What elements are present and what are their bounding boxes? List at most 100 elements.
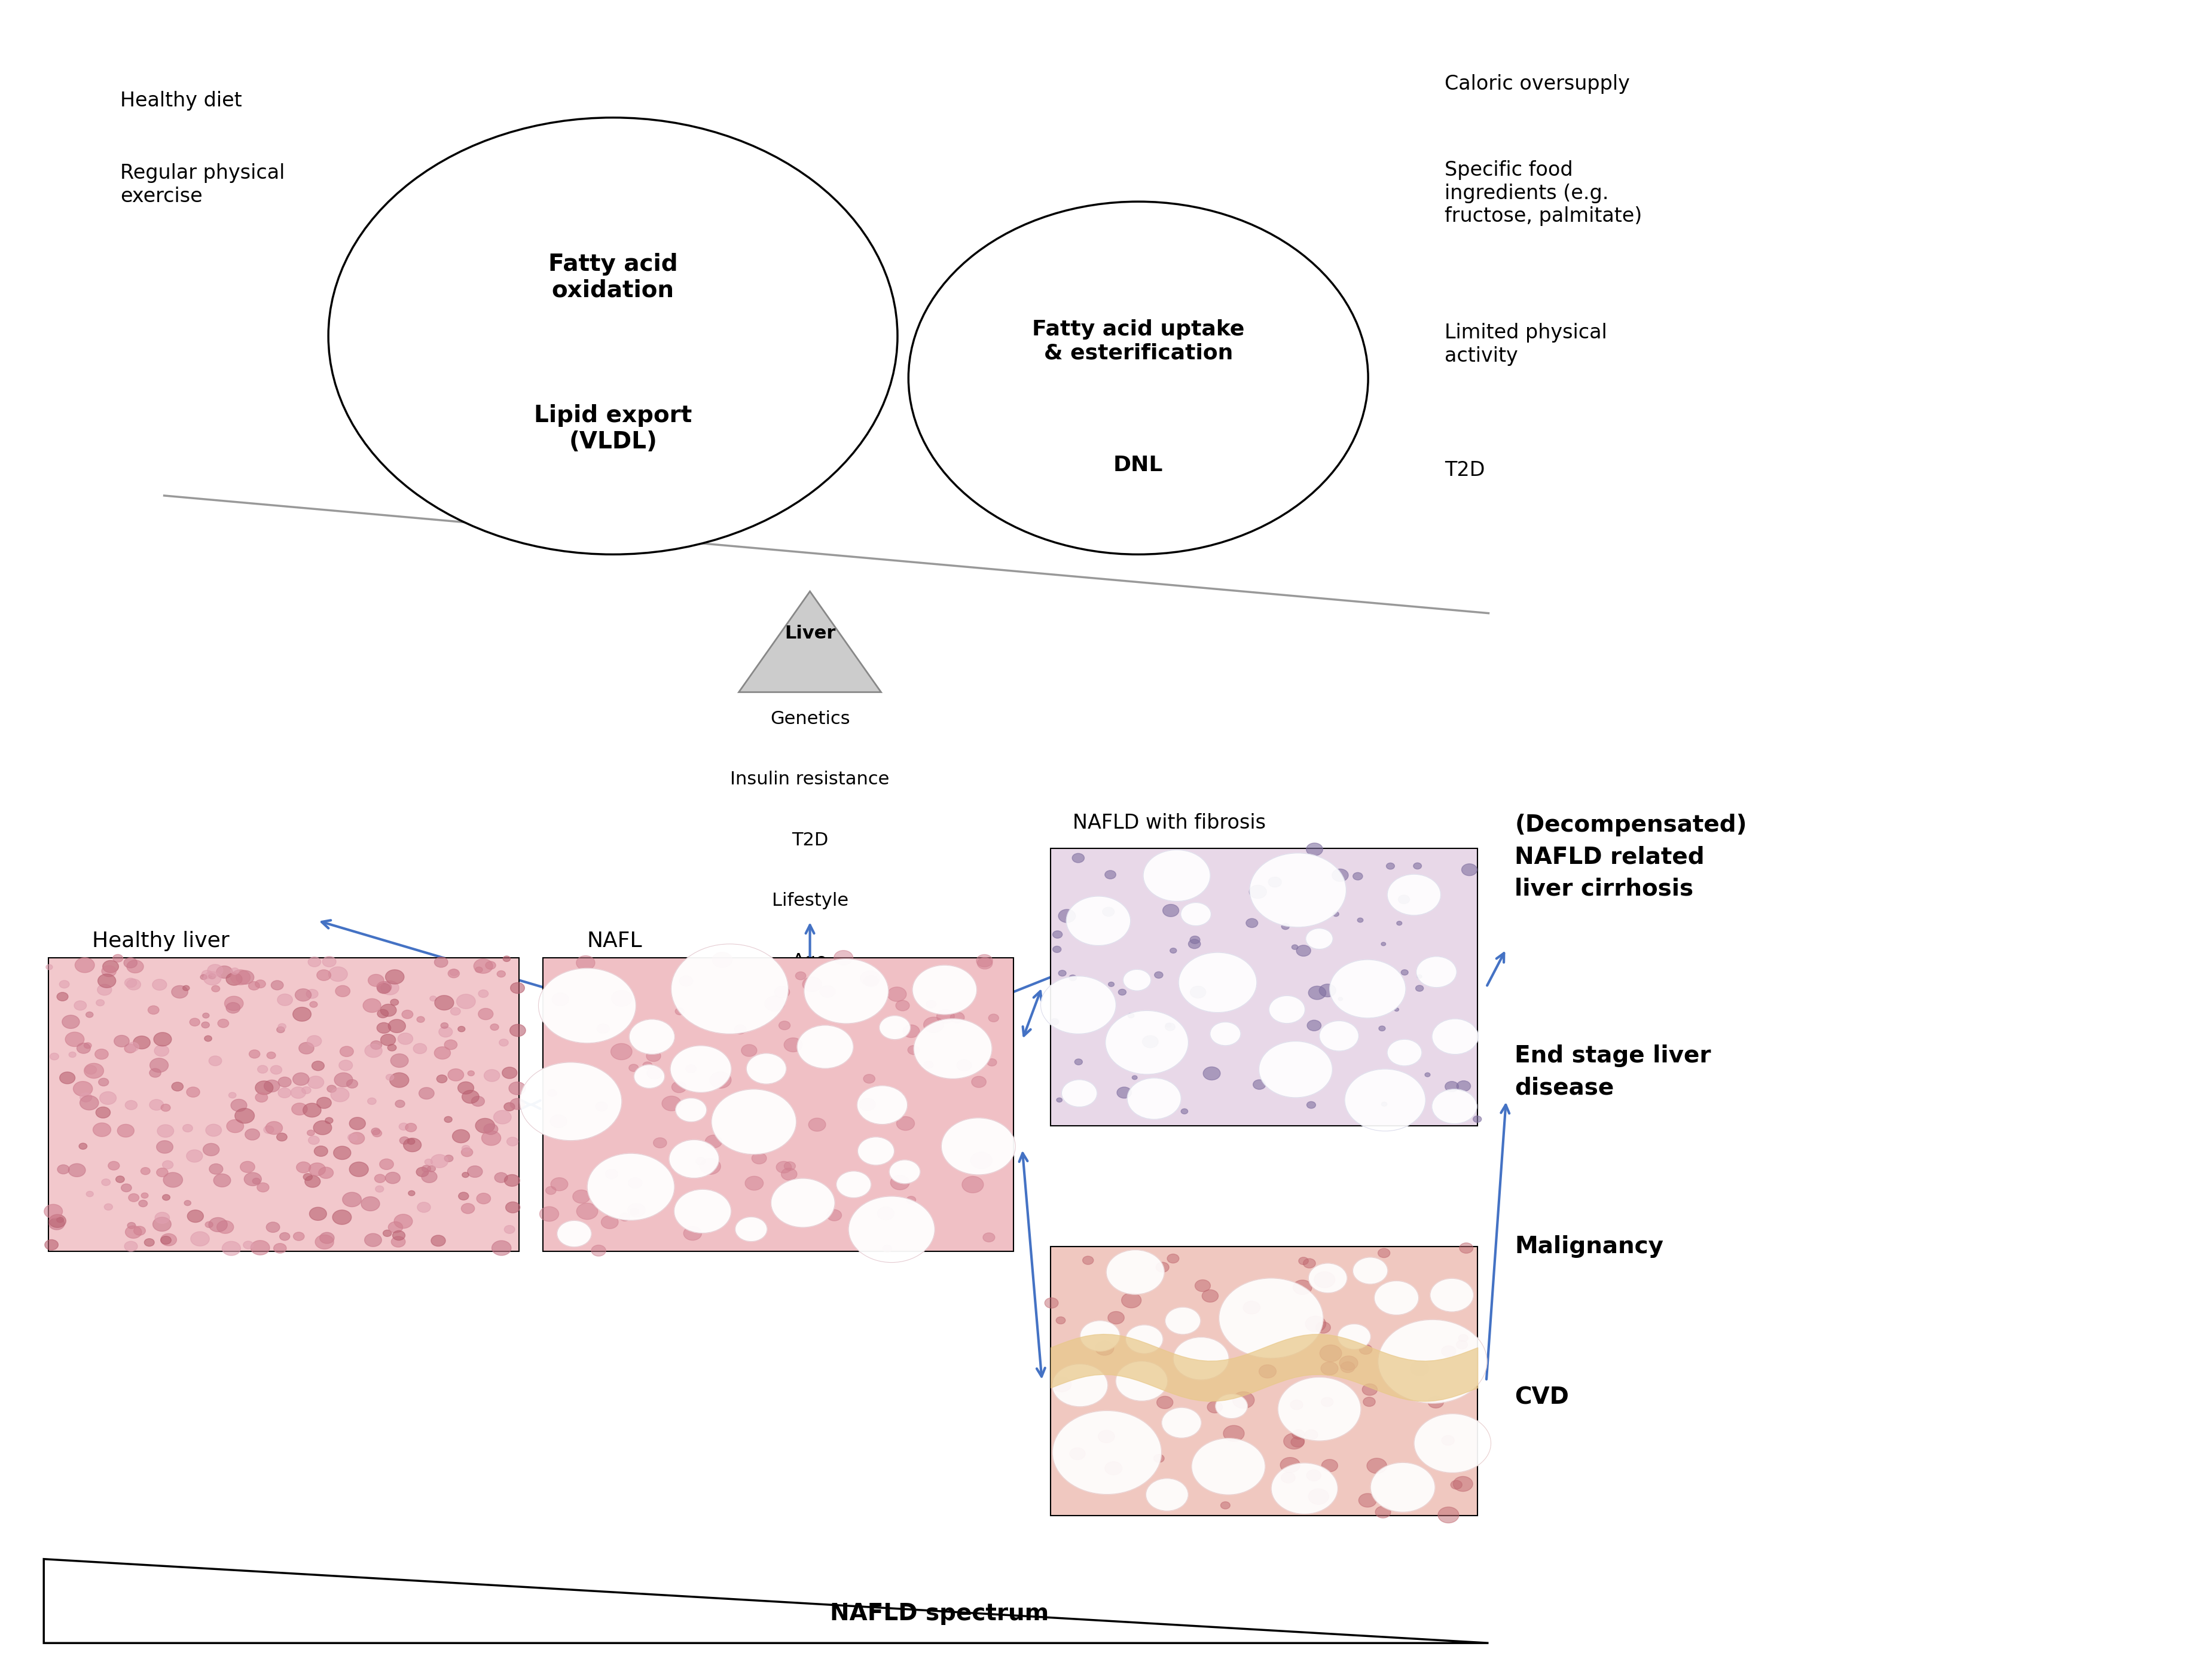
Circle shape	[1320, 1021, 1359, 1052]
Circle shape	[422, 1171, 438, 1183]
Circle shape	[265, 1122, 282, 1134]
Bar	[48, 958, 519, 1252]
Circle shape	[1252, 1080, 1265, 1089]
Bar	[1051, 1247, 1478, 1515]
Text: Regular physical
exercise: Regular physical exercise	[120, 163, 285, 207]
Text: NAFL: NAFL	[587, 931, 641, 951]
Circle shape	[309, 1077, 324, 1089]
Circle shape	[92, 1122, 112, 1137]
Circle shape	[1243, 1300, 1261, 1314]
Circle shape	[674, 1189, 731, 1233]
Circle shape	[107, 1161, 120, 1169]
Circle shape	[46, 964, 53, 969]
Circle shape	[188, 1210, 204, 1223]
Circle shape	[644, 1062, 652, 1068]
Circle shape	[1103, 907, 1114, 916]
Circle shape	[50, 1053, 59, 1060]
Circle shape	[495, 1110, 512, 1124]
Circle shape	[1154, 1455, 1165, 1463]
Circle shape	[1053, 946, 1062, 953]
Circle shape	[1173, 1337, 1228, 1379]
Circle shape	[309, 1136, 320, 1144]
Circle shape	[444, 1156, 453, 1163]
Circle shape	[57, 993, 68, 1001]
Circle shape	[510, 1099, 525, 1109]
Circle shape	[1105, 1011, 1189, 1074]
Circle shape	[118, 1124, 134, 1137]
Circle shape	[471, 1097, 484, 1107]
Circle shape	[208, 964, 223, 976]
Circle shape	[574, 1189, 591, 1203]
Circle shape	[101, 966, 116, 976]
Circle shape	[230, 1099, 247, 1112]
Circle shape	[808, 1119, 825, 1131]
Circle shape	[1329, 959, 1405, 1018]
Text: Lipid export
(VLDL): Lipid export (VLDL)	[534, 403, 692, 454]
Circle shape	[1289, 1399, 1302, 1410]
Circle shape	[379, 1159, 394, 1169]
Circle shape	[611, 1043, 633, 1060]
Circle shape	[372, 1127, 381, 1134]
Text: Caloric oversupply: Caloric oversupply	[1445, 74, 1631, 94]
Circle shape	[468, 1070, 475, 1075]
Circle shape	[1456, 1080, 1471, 1092]
Circle shape	[1053, 1364, 1108, 1406]
Circle shape	[1165, 1023, 1175, 1032]
Circle shape	[972, 1077, 987, 1087]
Circle shape	[101, 1092, 116, 1104]
Circle shape	[377, 981, 392, 993]
Circle shape	[328, 966, 348, 981]
Circle shape	[1410, 1361, 1429, 1376]
Circle shape	[803, 959, 889, 1023]
Circle shape	[390, 1074, 409, 1087]
Circle shape	[1057, 1097, 1062, 1102]
Circle shape	[495, 1173, 508, 1183]
Circle shape	[635, 1065, 665, 1089]
Circle shape	[350, 1117, 366, 1129]
Circle shape	[862, 1074, 876, 1084]
Circle shape	[392, 1236, 405, 1247]
Circle shape	[127, 959, 144, 973]
Circle shape	[1208, 1401, 1221, 1413]
Circle shape	[44, 1240, 59, 1250]
Circle shape	[751, 1152, 766, 1164]
Circle shape	[1281, 1458, 1300, 1473]
Circle shape	[1388, 874, 1440, 916]
Circle shape	[827, 1210, 841, 1221]
Circle shape	[1359, 1344, 1373, 1354]
Circle shape	[322, 956, 337, 968]
Circle shape	[125, 1242, 138, 1252]
Circle shape	[1116, 1087, 1132, 1099]
Circle shape	[1453, 1477, 1473, 1492]
Circle shape	[449, 1068, 464, 1080]
Circle shape	[1298, 1257, 1309, 1265]
Circle shape	[190, 1231, 210, 1247]
Circle shape	[48, 1215, 66, 1228]
Circle shape	[468, 1166, 482, 1178]
Circle shape	[1316, 1322, 1331, 1334]
Circle shape	[405, 1124, 416, 1132]
Circle shape	[1272, 1463, 1337, 1514]
Circle shape	[105, 1205, 112, 1210]
Circle shape	[1337, 998, 1342, 1001]
Circle shape	[503, 1102, 514, 1110]
Circle shape	[160, 1236, 171, 1245]
Circle shape	[1232, 1391, 1254, 1408]
Circle shape	[127, 1223, 136, 1228]
Circle shape	[138, 1200, 147, 1206]
Circle shape	[134, 1226, 144, 1235]
Circle shape	[1267, 877, 1281, 887]
Circle shape	[245, 1173, 260, 1186]
Circle shape	[878, 1206, 895, 1220]
Circle shape	[429, 996, 436, 1001]
Circle shape	[1429, 1278, 1473, 1312]
Circle shape	[186, 1149, 204, 1163]
Circle shape	[300, 1042, 313, 1053]
Circle shape	[705, 1136, 722, 1147]
Circle shape	[1337, 1324, 1370, 1349]
Circle shape	[302, 1104, 322, 1117]
Circle shape	[153, 1218, 171, 1231]
Circle shape	[646, 1067, 663, 1079]
Circle shape	[1202, 1290, 1219, 1302]
Circle shape	[1059, 971, 1066, 976]
